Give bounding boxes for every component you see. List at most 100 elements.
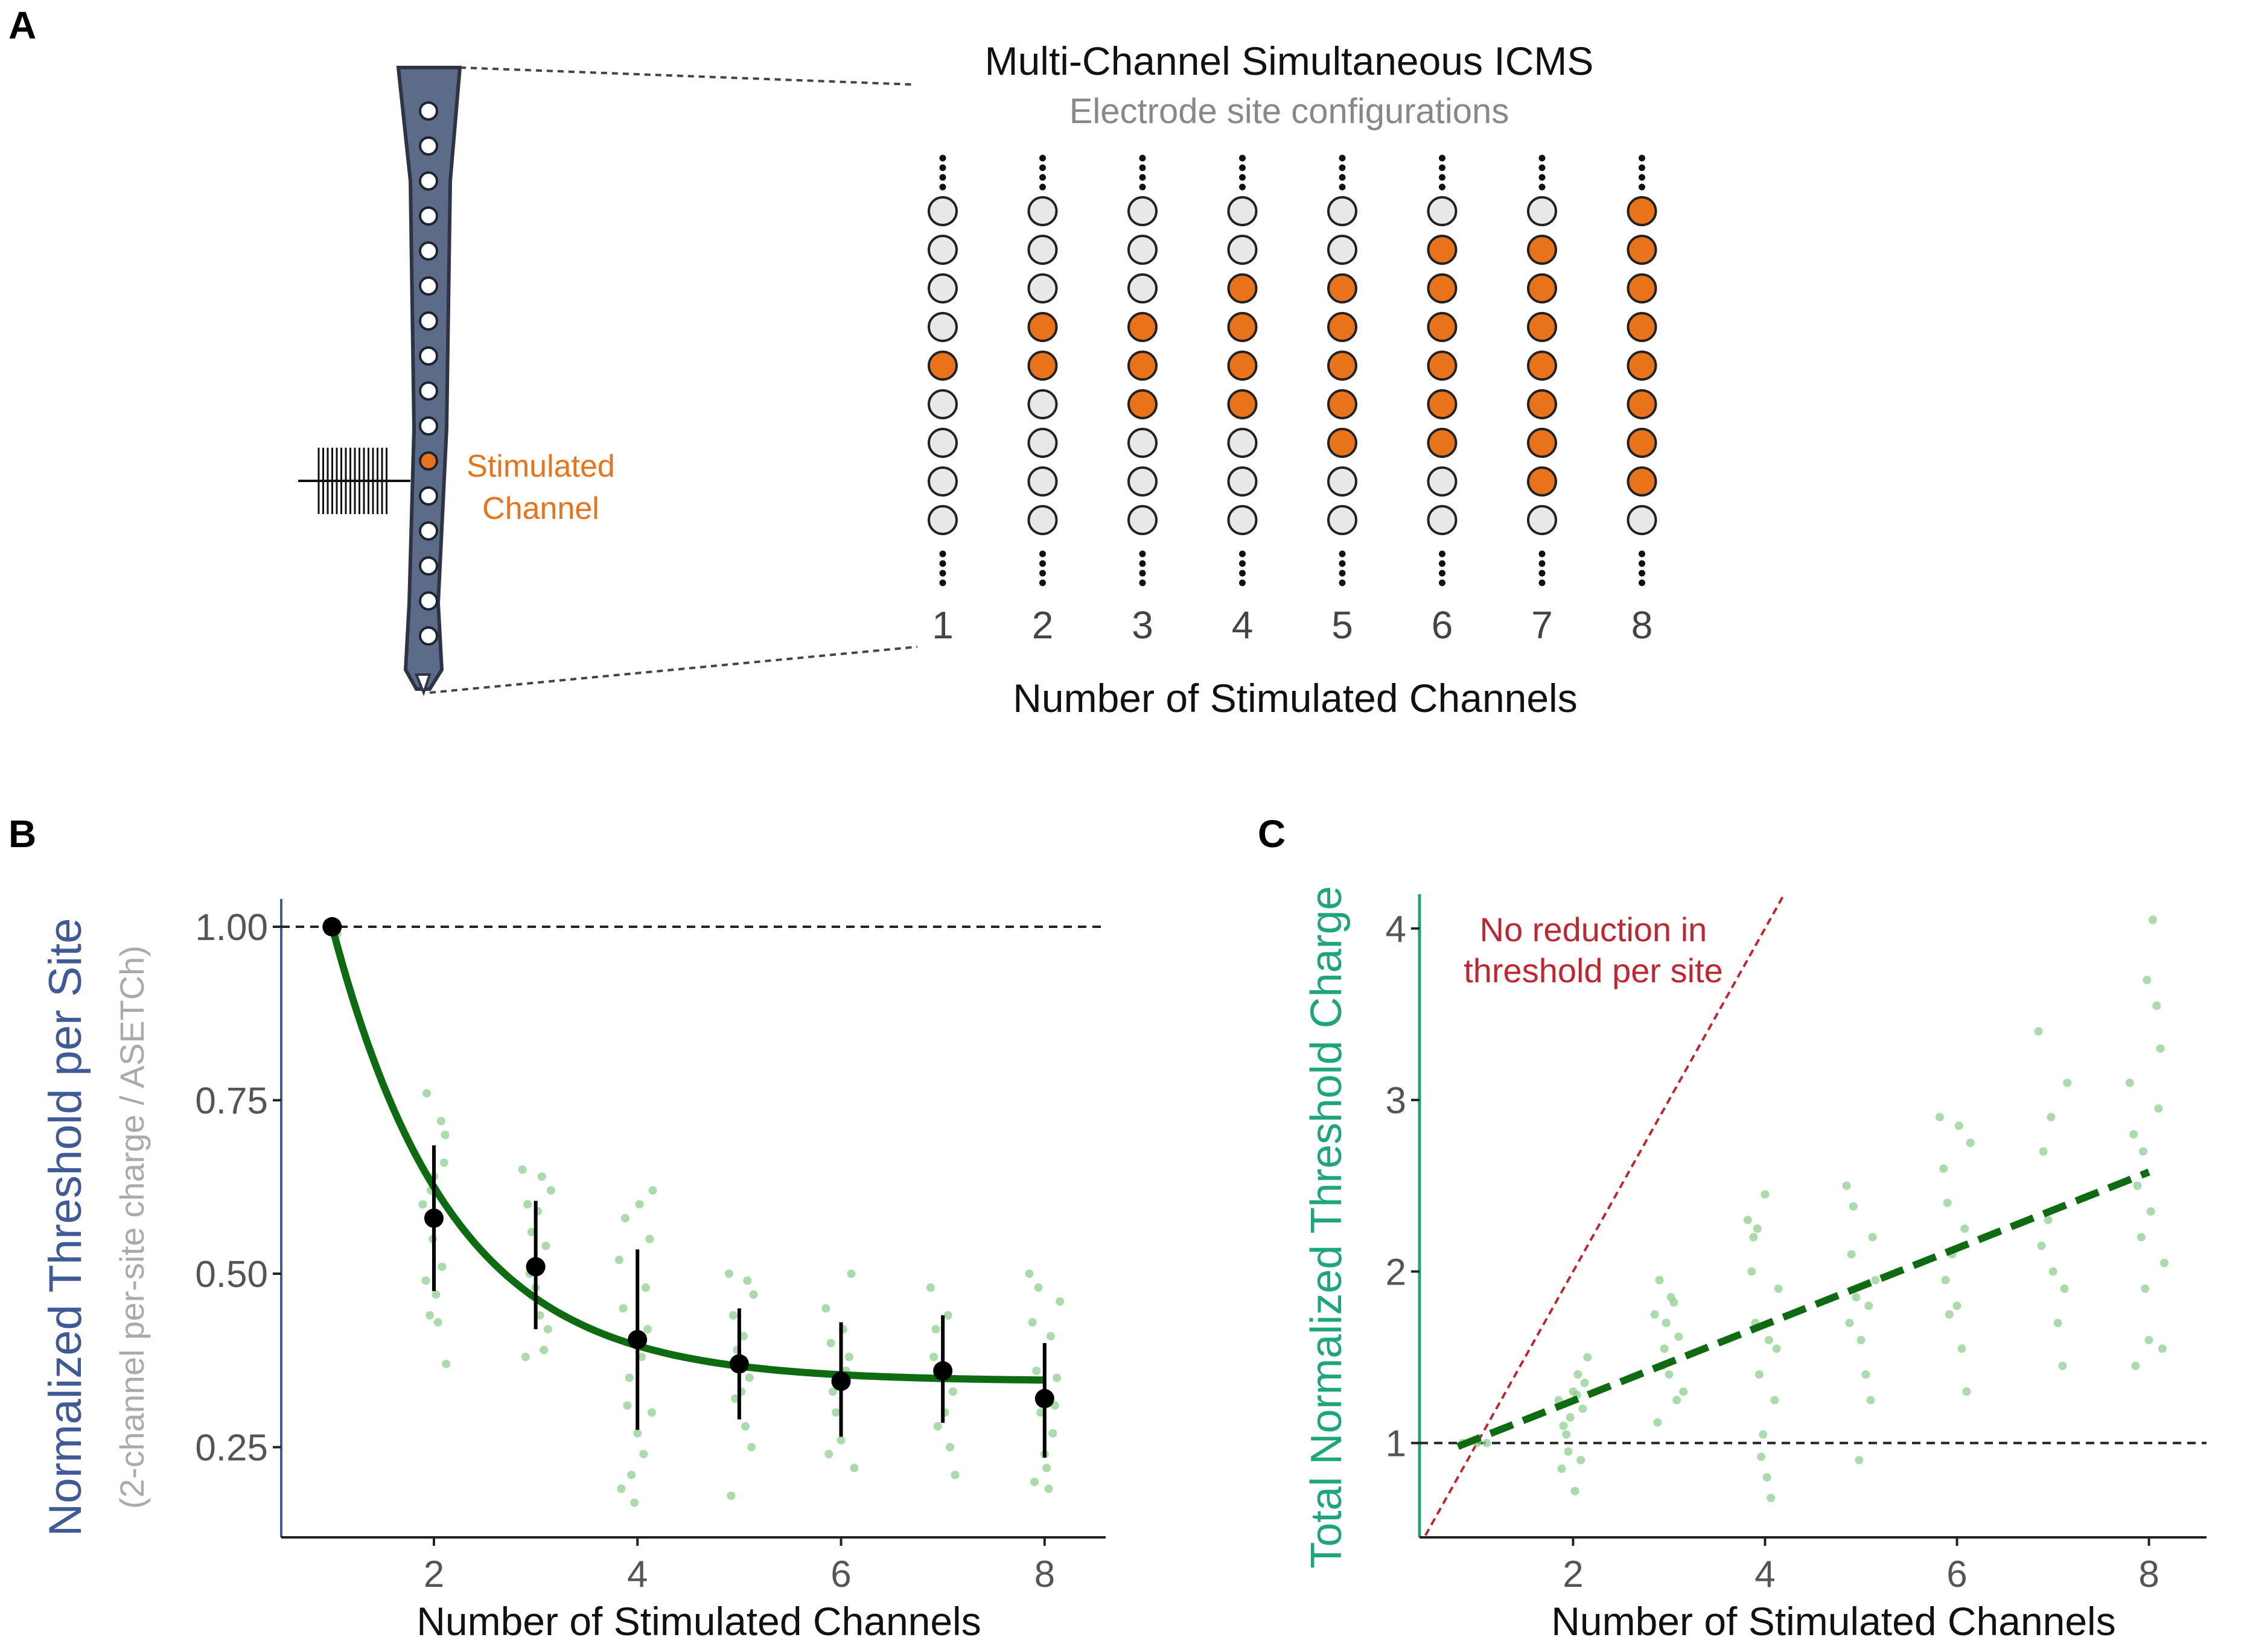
scatter-point	[1855, 1456, 1864, 1465]
mean-point	[526, 1257, 546, 1277]
mean-point	[831, 1371, 851, 1391]
scatter-point	[926, 1283, 935, 1292]
site-inactive	[1027, 196, 1058, 226]
scatter-point	[1871, 1276, 1880, 1285]
panel-c: C Total Normalized Threshold Charge 1 2 3 4…	[1258, 812, 2207, 1644]
site-stimulated	[1527, 466, 1557, 497]
probe-site	[419, 136, 438, 156]
scatter-point	[1849, 1202, 1858, 1211]
ellipsis-dot	[1139, 560, 1146, 567]
ellipsis-dot	[1339, 154, 1346, 162]
scatter-point	[625, 1373, 634, 1382]
zoom-line-bottom	[429, 646, 918, 694]
scatter-point	[614, 1256, 623, 1264]
scatter-point	[1032, 1367, 1041, 1375]
probe-site	[419, 591, 438, 611]
ellipsis-dot	[1239, 183, 1246, 191]
ellipsis-dot	[939, 570, 946, 577]
site-stimulated	[1227, 351, 1258, 381]
probe-tip	[415, 673, 432, 696]
scatter-point	[1557, 1464, 1566, 1473]
scatter-point	[2125, 1078, 2134, 1087]
scatter-point	[949, 1387, 958, 1396]
column-label: 4	[1232, 603, 1254, 647]
ellipsis-dot	[1439, 579, 1445, 586]
scatter-point	[2063, 1078, 2072, 1087]
scatter-point	[850, 1464, 859, 1472]
y-tick-label: 0.25	[195, 1428, 268, 1469]
fit-curve	[328, 926, 1045, 1384]
mean-point	[729, 1354, 749, 1374]
zoom-line-top	[459, 66, 912, 86]
site-inactive	[1327, 235, 1357, 265]
scatter-point	[630, 1498, 639, 1507]
site-inactive	[1027, 428, 1058, 458]
scatter-point	[1578, 1404, 1587, 1413]
scatter-point	[439, 1158, 448, 1167]
site-stimulated	[1027, 312, 1058, 342]
scatter-point	[627, 1470, 636, 1479]
panel-b-xlabel: Number of Stimulated Channels	[416, 1599, 981, 1644]
scatter-point	[641, 1283, 650, 1292]
site-inactive	[1027, 389, 1058, 419]
x-tick-label: 8	[2138, 1554, 2159, 1595]
y-tick-label: 2	[1386, 1251, 1406, 1293]
scatter-point	[2133, 1181, 2142, 1190]
probe-sites	[419, 101, 438, 646]
site-inactive	[1027, 235, 1058, 265]
ellipsis-dot	[1339, 183, 1346, 191]
probe-site	[419, 486, 438, 506]
probe-site	[419, 346, 438, 366]
scatter-point	[543, 1325, 552, 1333]
site-configuration-grid: 1 2 3 4 5 6 7 8	[928, 154, 1657, 647]
site-stimulated	[1627, 389, 1657, 419]
panel-b-ylabel: Normalized Threshold per Site	[40, 918, 91, 1536]
scatter-point	[637, 1353, 646, 1361]
scatter-point	[1868, 1233, 1877, 1242]
scatter-point	[1770, 1396, 1779, 1405]
scatter-point	[1861, 1370, 1870, 1379]
x-tick-label: 4	[627, 1554, 648, 1595]
scatter-point	[1966, 1139, 1975, 1148]
x-tick-label: 8	[1034, 1554, 1055, 1595]
probe-site	[419, 521, 438, 541]
site-inactive	[928, 312, 958, 342]
site-column: 2	[1027, 154, 1058, 647]
ellipsis-dot	[1538, 560, 1546, 567]
scatter-point	[442, 1359, 451, 1368]
ellipsis-dot	[1039, 164, 1046, 171]
site-inactive	[1427, 466, 1458, 497]
site-stimulated	[1227, 312, 1258, 342]
scatter-point	[731, 1394, 740, 1403]
scatter-point	[728, 1311, 738, 1320]
scatter-point	[436, 1117, 445, 1125]
ellipsis-dot	[1439, 183, 1445, 191]
ellipsis-dot	[1039, 560, 1046, 567]
ellipsis-dot	[1139, 183, 1146, 191]
scatter-point	[1566, 1413, 1575, 1422]
site-stimulated	[1427, 428, 1458, 458]
ellipsis-dot	[1339, 570, 1346, 577]
ellipsis-dot	[939, 183, 946, 191]
electrode-probe	[396, 66, 462, 691]
scatter-point	[2158, 1344, 2167, 1353]
ellipsis-dot	[1039, 154, 1046, 162]
scatter-point	[1056, 1297, 1065, 1306]
scatter-point	[421, 1276, 430, 1285]
scatter-point	[647, 1408, 656, 1417]
probe-site	[419, 101, 438, 121]
scatter-point	[1935, 1113, 1944, 1122]
site-inactive	[1027, 273, 1058, 303]
ellipsis-dot	[1639, 560, 1645, 567]
site-column: 4	[1227, 154, 1258, 647]
ellipsis-dot	[1339, 550, 1346, 558]
x-tick-label: 2	[1563, 1554, 1583, 1595]
scatter-point	[1028, 1318, 1037, 1327]
panel-label-b: B	[8, 812, 36, 856]
scatter-point	[1044, 1484, 1053, 1493]
scatter-point	[1960, 1224, 1969, 1233]
scatter-point	[1939, 1164, 1948, 1173]
scatter-point	[1048, 1429, 1057, 1438]
y-tick-label: 0.50	[195, 1254, 268, 1295]
